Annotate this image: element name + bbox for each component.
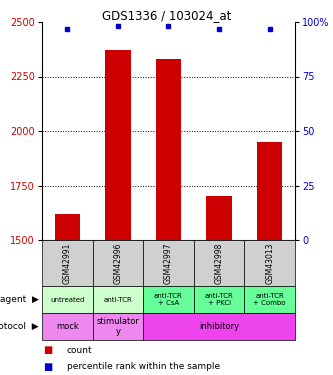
Text: ■: ■ — [43, 345, 53, 355]
Text: percentile rank within the sample: percentile rank within the sample — [67, 362, 220, 371]
Bar — [55, 214, 80, 240]
Text: anti-TCR: anti-TCR — [104, 297, 132, 303]
Bar — [93, 286, 143, 313]
Text: ■: ■ — [43, 362, 53, 372]
Text: stimulator
y: stimulator y — [97, 317, 139, 336]
Bar — [257, 142, 282, 240]
Text: GSM42991: GSM42991 — [63, 242, 72, 284]
Bar — [42, 240, 93, 286]
Text: anti-TCR
+ PKCi: anti-TCR + PKCi — [205, 293, 233, 306]
Text: GSM43013: GSM43013 — [265, 242, 274, 284]
Text: GSM42996: GSM42996 — [114, 242, 123, 284]
Bar — [194, 240, 244, 286]
Bar — [244, 286, 295, 313]
Bar — [42, 313, 93, 340]
Bar — [156, 59, 181, 240]
Bar — [93, 240, 143, 286]
Text: mock: mock — [56, 322, 79, 331]
Bar — [194, 286, 244, 313]
Text: agent  ▶: agent ▶ — [0, 295, 39, 304]
Text: GDS1336 / 103024_at: GDS1336 / 103024_at — [102, 9, 231, 22]
Text: anti-TCR
+ CsA: anti-TCR + CsA — [154, 293, 183, 306]
Text: anti-TCR
+ Combo: anti-TCR + Combo — [253, 293, 286, 306]
Bar — [244, 240, 295, 286]
Bar — [93, 313, 143, 340]
Bar — [105, 50, 131, 240]
Text: GSM42998: GSM42998 — [214, 242, 223, 284]
Text: untreated: untreated — [50, 297, 85, 303]
Bar — [42, 286, 93, 313]
Text: inhibitory: inhibitory — [199, 322, 239, 331]
Bar — [143, 240, 194, 286]
Text: count: count — [67, 346, 92, 355]
Bar — [143, 286, 194, 313]
Bar — [143, 313, 295, 340]
Text: GSM42997: GSM42997 — [164, 242, 173, 284]
Text: protocol  ▶: protocol ▶ — [0, 322, 39, 331]
Bar — [206, 196, 232, 240]
